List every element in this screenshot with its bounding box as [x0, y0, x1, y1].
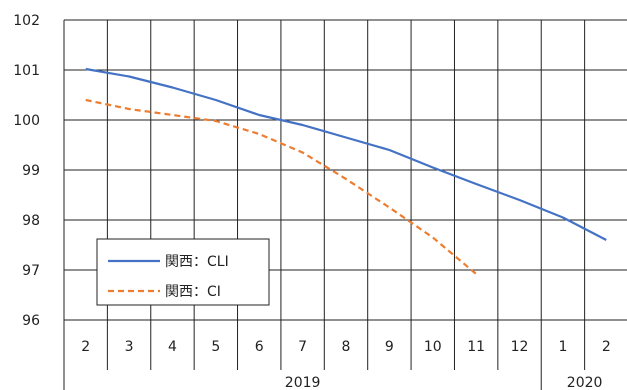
legend-label: 関西：CLI — [165, 254, 229, 270]
y-tick-label: 101 — [13, 63, 40, 79]
x-year-label: 2020 — [567, 375, 603, 390]
x-category-label: 2 — [602, 339, 611, 355]
legend-box — [96, 238, 270, 306]
x-category-label: 1 — [558, 339, 567, 355]
series-lines — [85, 67, 607, 275]
series-line — [85, 67, 607, 241]
y-tick-label: 96 — [22, 313, 40, 329]
y-axis-tick-labels: 96 97 98 99 100 101 102 — [13, 13, 40, 329]
x-category-label: 11 — [467, 339, 485, 355]
series-line — [85, 98, 477, 275]
x-category-label: 6 — [255, 339, 264, 355]
y-tick-label: 100 — [13, 113, 40, 129]
x-category-label: 2 — [81, 339, 90, 355]
x-category-label: 3 — [125, 339, 134, 355]
x-category-label: 4 — [168, 339, 177, 355]
legend: 関西：CLI 関西：CI — [96, 238, 270, 306]
grid-lines — [63, 19, 627, 390]
x-category-label: 5 — [211, 339, 220, 355]
y-tick-label: 97 — [22, 263, 40, 279]
x-category-label: 10 — [424, 339, 442, 355]
x-category-label: 8 — [342, 339, 351, 355]
x-category-label: 12 — [511, 339, 529, 355]
x-category-label: 9 — [385, 339, 394, 355]
legend-label: 関西：CI — [165, 284, 221, 300]
y-tick-label: 102 — [13, 13, 40, 29]
y-tick-label: 99 — [22, 163, 40, 179]
x-category-label: 7 — [298, 339, 307, 355]
y-tick-label: 98 — [22, 213, 40, 229]
x-year-label: 2019 — [285, 375, 321, 390]
